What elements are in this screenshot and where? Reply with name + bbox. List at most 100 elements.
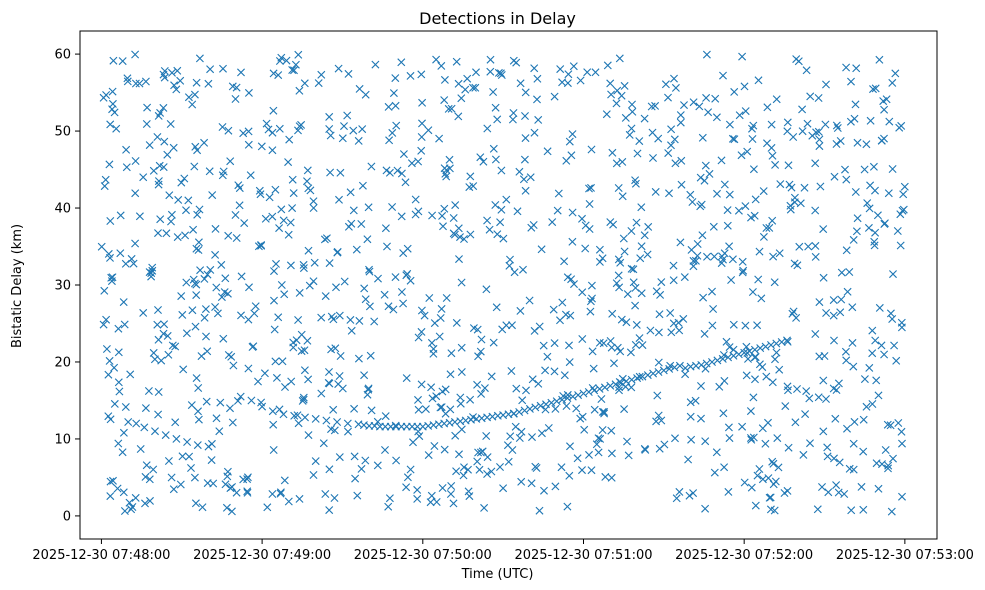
clutter-point (506, 255, 514, 264)
clutter-point (805, 394, 814, 403)
clutter-point (541, 366, 550, 375)
clutter-point (492, 303, 501, 312)
clutter-point (822, 395, 830, 403)
clutter-point (204, 79, 213, 88)
clutter-point (177, 292, 186, 301)
clutter-point (357, 464, 366, 473)
track-point (547, 398, 556, 407)
clutter-point (194, 407, 202, 416)
clutter-point (899, 190, 908, 199)
clutter-point (791, 418, 800, 427)
clutter-point (528, 433, 536, 442)
clutter-point (202, 332, 210, 341)
track-point (132, 419, 141, 428)
clutter-point (649, 154, 657, 162)
clutter-point (830, 172, 839, 181)
clutter-point (114, 378, 123, 387)
clutter-point (516, 79, 525, 88)
clutter-point (751, 375, 759, 384)
clutter-point (142, 120, 151, 128)
clutter-point (757, 294, 766, 303)
clutter-point (424, 451, 433, 460)
clutter-point (737, 151, 746, 160)
clutter-point (772, 348, 781, 357)
clutter-point (326, 131, 335, 140)
clutter-point (108, 273, 117, 282)
clutter-point (264, 125, 273, 134)
track-point (193, 441, 202, 450)
clutter-point (687, 435, 696, 444)
clutter-point (219, 167, 228, 176)
clutter-point (250, 309, 259, 318)
clutter-point (128, 503, 137, 511)
clutter-point (401, 178, 410, 187)
clutter-point (700, 329, 709, 338)
clutter-point (600, 408, 609, 416)
clutter-point (862, 140, 871, 149)
clutter-point (586, 307, 595, 316)
clutter-point (392, 121, 401, 130)
clutter-point (615, 283, 624, 292)
clutter-point (397, 58, 406, 67)
clutter-point (832, 481, 841, 490)
clutter-point (294, 50, 303, 59)
clutter-point (360, 284, 369, 293)
clutter-point (457, 368, 466, 376)
clutter-point (227, 507, 236, 516)
clutter-point (294, 419, 303, 428)
clutter-point (875, 55, 884, 64)
clutter-point (496, 69, 505, 78)
clutter-point (806, 92, 815, 101)
clutter-point (549, 305, 558, 314)
clutter-point (819, 225, 828, 234)
clutter-point (769, 252, 778, 261)
clutter-point (516, 306, 525, 315)
points-layer (97, 50, 909, 516)
clutter-point (629, 278, 638, 287)
clutter-point (656, 290, 665, 299)
clutter-point (847, 506, 856, 515)
clutter-point (482, 285, 491, 294)
clutter-point (638, 341, 647, 350)
clutter-point (334, 380, 343, 389)
clutter-point (615, 54, 624, 63)
clutter-point (388, 203, 397, 211)
clutter-point (533, 95, 541, 104)
clutter-point (697, 200, 706, 209)
clutter-point (560, 257, 569, 266)
clutter-point (262, 119, 271, 128)
clutter-point (744, 354, 752, 363)
clutter-point (695, 102, 704, 111)
clutter-point (441, 409, 450, 418)
clutter-point (385, 168, 394, 177)
clutter-point (556, 316, 564, 325)
clutter-point (406, 465, 415, 474)
clutter-point (637, 242, 646, 251)
clutter-point (774, 463, 783, 472)
clutter-point (670, 74, 678, 83)
clutter-point (762, 224, 771, 232)
clutter-point (702, 93, 711, 102)
clutter-point (664, 149, 673, 158)
clutter-point (644, 222, 653, 231)
clutter-point (244, 364, 253, 373)
clutter-point (447, 104, 456, 113)
clutter-point (106, 415, 115, 424)
clutter-point (237, 311, 245, 320)
clutter-point (631, 301, 640, 310)
clutter-point (167, 210, 176, 219)
clutter-point (228, 483, 236, 491)
track-point (622, 377, 631, 386)
clutter-point (755, 465, 764, 473)
clutter-point (863, 199, 872, 208)
clutter-point (877, 136, 886, 145)
clutter-point (811, 330, 820, 338)
clutter-point (590, 405, 599, 414)
track-point (552, 397, 561, 406)
clutter-point (851, 188, 860, 196)
clutter-point (407, 159, 416, 168)
clutter-point (866, 181, 875, 190)
clutter-point (483, 216, 492, 225)
clutter-point (606, 337, 615, 345)
